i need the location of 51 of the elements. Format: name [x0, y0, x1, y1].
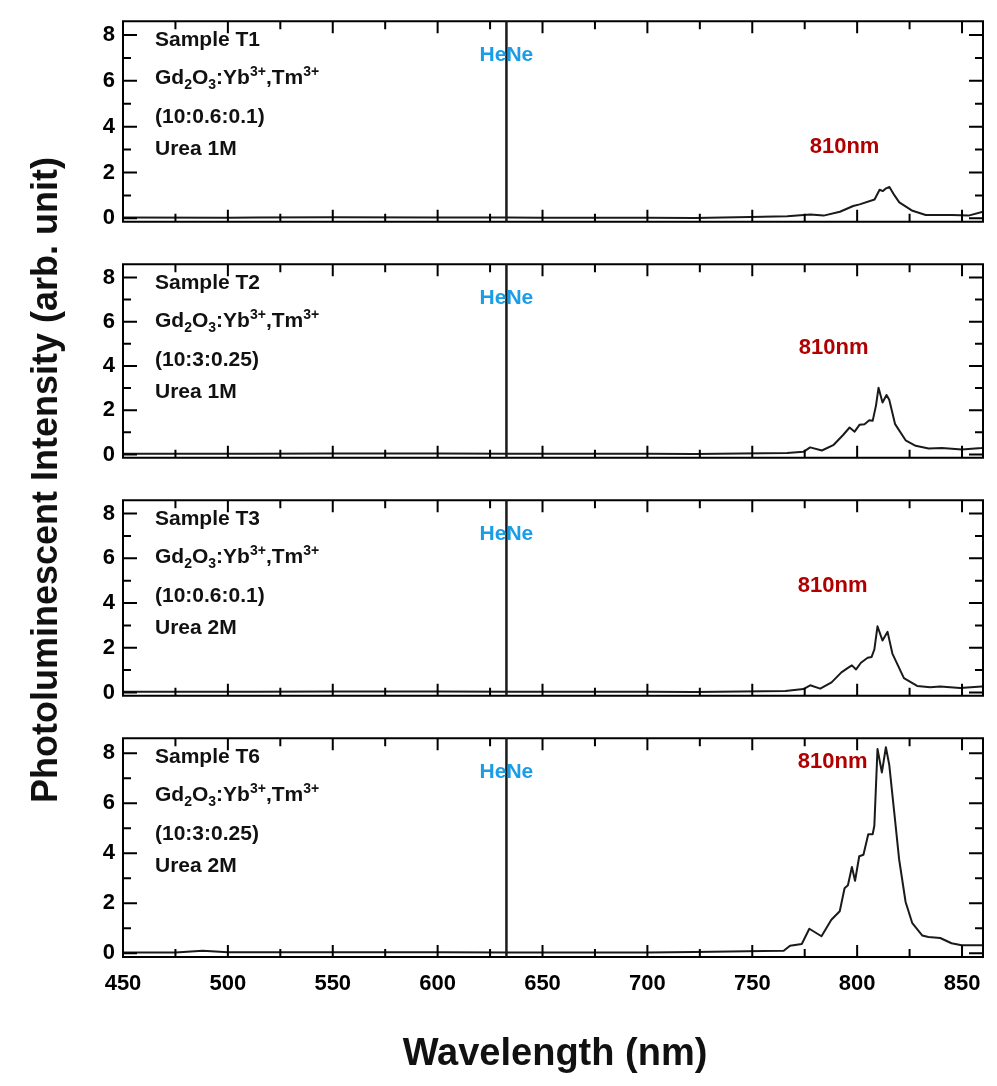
x-axis-title: Wavelength (nm): [402, 1030, 708, 1074]
y-tick-label: 2: [102, 396, 115, 422]
x-tick-label: 450: [104, 970, 142, 996]
x-tick-label: 600: [419, 970, 456, 996]
annotation: (10:3:0.25): [155, 821, 259, 845]
x-tick-label: 750: [733, 970, 771, 996]
annotation: Sample T2: [155, 270, 261, 294]
annotation: Gd$_{2}$O$_{3}$:Yb$^{3+}$,Tm$^{3+}$: [155, 542, 320, 572]
annotation: 810nm: [809, 133, 880, 159]
y-tick-label: 8: [102, 739, 115, 765]
annotation: Urea 1M: [155, 136, 237, 160]
x-tick-label: 500: [209, 970, 247, 996]
annotation: 810nm: [798, 333, 869, 359]
y-tick-label: 2: [102, 633, 115, 659]
annotation: Urea 2M: [155, 615, 237, 639]
y-tick-label: 0: [102, 204, 115, 230]
y-axis-title: Photoluminescent Intensity (arb. unit): [24, 156, 66, 804]
y-tick-label: 6: [102, 66, 115, 92]
annotation: Gd$_{2}$O$_{3}$:Yb$^{3+}$,Tm$^{3+}$: [155, 306, 320, 336]
annotation: 810nm: [797, 572, 868, 598]
annotation: (10:3:0.25): [155, 347, 259, 371]
y-tick-label: 0: [102, 440, 115, 466]
y-tick-label: 2: [102, 889, 115, 915]
x-tick-label: 650: [524, 970, 561, 996]
x-tick-label: 550: [314, 970, 352, 996]
annotation: Gd$_{2}$O$_{3}$:Yb$^{3+}$,Tm$^{3+}$: [155, 780, 320, 810]
annotation: Gd$_{2}$O$_{3}$:Yb$^{3+}$,Tm$^{3+}$: [155, 63, 320, 93]
y-tick-label: 6: [102, 789, 115, 815]
annotation: (10:0.6:0.1): [155, 104, 265, 128]
y-tick-label: 0: [102, 939, 115, 965]
annotation: Sample T3: [155, 506, 261, 530]
y-tick-label: 6: [102, 307, 115, 333]
y-tick-label: 8: [102, 499, 115, 525]
annotation: 810nm: [797, 748, 868, 774]
annotation: Urea 2M: [155, 853, 237, 877]
y-tick-label: 8: [102, 21, 115, 47]
y-tick-label: 4: [102, 352, 116, 378]
annotation: Urea 1M: [155, 379, 237, 403]
y-tick-label: 8: [102, 263, 115, 289]
x-tick-label: 700: [629, 970, 666, 996]
x-tick-label: 800: [838, 970, 876, 996]
y-tick-label: 6: [102, 544, 115, 570]
y-tick-label: 4: [102, 839, 116, 865]
y-tick-label: 0: [102, 678, 115, 704]
y-tick-label: 2: [102, 158, 115, 184]
y-tick-label: 4: [102, 112, 116, 138]
x-tick-label: 850: [943, 970, 981, 996]
annotation: Sample T1: [155, 27, 261, 51]
y-tick-label: 4: [102, 589, 116, 615]
annotation: (10:0.6:0.1): [155, 583, 265, 607]
annotation: Sample T6: [155, 744, 261, 768]
